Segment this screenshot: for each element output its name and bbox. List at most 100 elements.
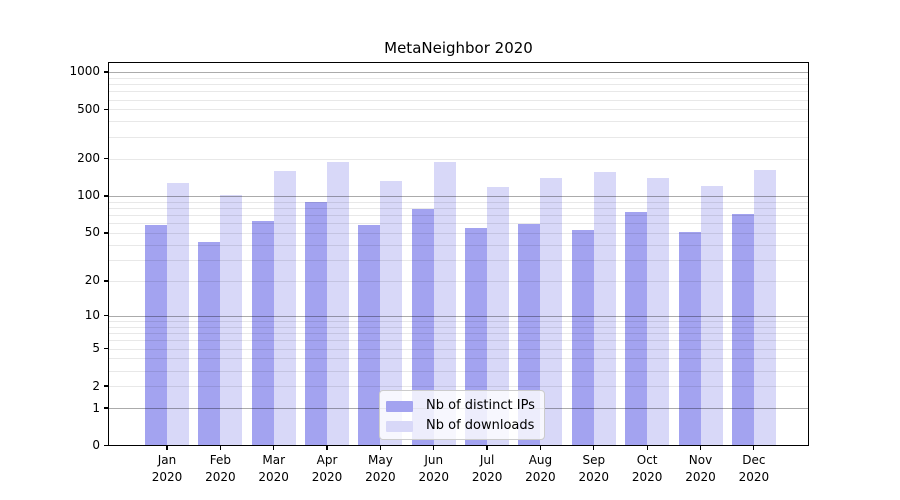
- gridline-minor: [108, 207, 809, 209]
- legend-swatch: [386, 420, 413, 432]
- gridline-major: [108, 315, 809, 317]
- y-axis-tick-label: 10: [84, 308, 100, 323]
- y-axis-tick-label: 50: [84, 225, 100, 240]
- gridline-minor: [108, 326, 809, 328]
- bar-downloads: [220, 195, 243, 446]
- y-axis-tick-label: 5: [92, 341, 100, 356]
- bar-distinct-ips: [678, 231, 701, 446]
- y-axis-tick-label: 200: [77, 151, 100, 166]
- y-axis-tick-label: 1: [92, 400, 100, 415]
- bar-distinct-ips: [145, 225, 167, 446]
- gridline-minor: [108, 370, 809, 372]
- bar-distinct-ips: [251, 221, 274, 446]
- legend: Nb of distinct IPs Nb of downloads: [379, 390, 545, 440]
- x-axis-tick-label: Apr 2020: [311, 453, 343, 484]
- gridline-minor: [108, 91, 809, 93]
- x-axis-tick-label: Jul 2020: [471, 453, 503, 484]
- x-axis-tick-label: Dec 2020: [738, 453, 770, 484]
- plot-area: [108, 62, 809, 446]
- gridline-minor: [108, 136, 809, 138]
- x-tick-mark: [273, 445, 275, 450]
- grid-layer: [108, 62, 809, 446]
- y-tick-mark: [103, 158, 108, 160]
- bar-downloads: [647, 177, 670, 446]
- gridline-minor: [108, 83, 809, 85]
- y-tick-mark: [103, 315, 108, 317]
- x-axis-tick-label: Aug 2020: [525, 453, 556, 484]
- gridline-minor: [108, 158, 809, 160]
- y-tick-mark: [103, 71, 108, 73]
- gridline-minor: [108, 386, 809, 388]
- bar-distinct-ips: [411, 209, 434, 446]
- gridline-minor: [108, 109, 809, 111]
- y-axis-tick-label: 0: [92, 438, 100, 452]
- x-tick-mark: [593, 445, 595, 450]
- y-tick-mark: [103, 385, 108, 387]
- gridline-minor: [108, 232, 809, 234]
- y-tick-mark: [103, 347, 108, 350]
- y-axis-tick-label: 500: [77, 101, 100, 116]
- bar-downloads: [487, 186, 510, 446]
- x-axis-tick-label: Feb 2020: [205, 453, 236, 484]
- bar-distinct-ips: [625, 212, 648, 446]
- bar-distinct-ips: [358, 225, 381, 446]
- x-axis-tick-label: Nov 2020: [685, 453, 716, 484]
- x-tick-mark: [539, 445, 542, 450]
- bar-distinct-ips: [731, 214, 754, 446]
- y-tick-mark: [103, 280, 108, 282]
- bar-downloads: [700, 185, 723, 446]
- gridline-minor: [108, 99, 809, 101]
- gridline-minor: [108, 340, 809, 342]
- y-tick-mark: [103, 407, 108, 409]
- bar-downloads: [753, 170, 776, 446]
- gridline-minor: [108, 280, 809, 282]
- x-tick-mark: [699, 445, 702, 450]
- gridline-minor: [108, 201, 809, 203]
- gridline-minor: [108, 215, 809, 217]
- x-axis-tick-label: May 2020: [365, 453, 396, 484]
- x-tick-mark: [433, 445, 435, 450]
- bar-downloads: [380, 181, 403, 446]
- bar-distinct-ips: [305, 202, 328, 446]
- y-tick-mark: [103, 444, 108, 447]
- legend-label: Nb of distinct IPs: [426, 398, 535, 413]
- x-tick-mark: [166, 445, 168, 450]
- bar-downloads: [273, 171, 296, 446]
- gridline-minor: [108, 321, 809, 322]
- x-axis-tick-label: Mar 2020: [258, 453, 289, 484]
- x-tick-mark: [486, 445, 488, 450]
- y-axis-tick-label: 2: [92, 378, 100, 393]
- y-tick-mark: [103, 232, 108, 234]
- legend-item: Nb of downloads: [386, 416, 535, 436]
- chart-title: MetaNeighbor 2020: [384, 39, 533, 57]
- x-axis-tick-label: Sep 2020: [578, 453, 610, 484]
- x-tick-mark: [326, 445, 328, 450]
- bar-downloads: [167, 182, 189, 446]
- bar-downloads: [327, 162, 350, 446]
- x-tick-mark: [753, 445, 755, 450]
- bar-distinct-ips: [198, 242, 221, 446]
- gridline-minor: [108, 244, 809, 246]
- gridline-major: [108, 195, 809, 197]
- x-tick-mark: [219, 445, 221, 450]
- y-axis-tick-label: 1000: [69, 64, 100, 79]
- bar-distinct-ips: [571, 229, 594, 446]
- x-tick-mark: [646, 445, 648, 450]
- x-axis-tick-label: Jun 2020: [418, 453, 450, 484]
- x-tick-mark: [379, 445, 382, 450]
- gridline-minor: [108, 333, 809, 335]
- gridline-minor: [108, 223, 809, 225]
- gridline-minor: [108, 121, 809, 123]
- x-axis-tick-label: Jan 2020: [151, 453, 183, 484]
- y-axis-tick-label: 100: [77, 188, 100, 203]
- gridline-major: [108, 71, 809, 73]
- legend-item: Nb of distinct IPs: [386, 396, 535, 416]
- x-axis-tick-label: Oct 2020: [631, 453, 663, 484]
- y-tick-mark: [103, 108, 108, 111]
- legend-swatch: [386, 400, 413, 412]
- bar-downloads: [540, 177, 563, 446]
- gridline-minor: [108, 358, 809, 360]
- y-axis-tick-label: 20: [84, 273, 100, 288]
- y-tick-mark: [103, 195, 108, 197]
